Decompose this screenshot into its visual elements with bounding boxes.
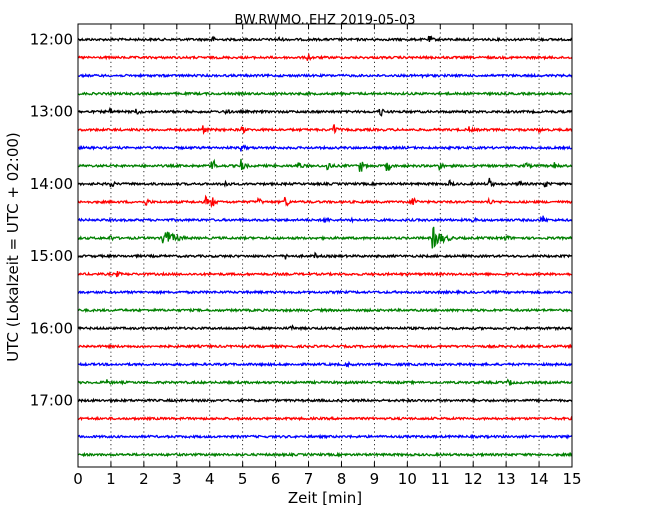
trace-1430 (77, 215, 573, 224)
trace-1400 (77, 177, 573, 188)
y-tick-label: 13:00 (30, 103, 73, 121)
seismogram-traces (77, 35, 573, 458)
trace-1415 (77, 194, 573, 209)
trace-1215 (77, 52, 573, 61)
x-tick-label: 2 (139, 470, 149, 488)
x-tick-label: 5 (238, 470, 248, 488)
trace-1315 (77, 124, 573, 136)
y-tick-label: 16:00 (30, 319, 73, 337)
chart-title: BW.RWMO..EHZ 2019-05-03 (234, 13, 415, 28)
trace-1600 (77, 324, 573, 332)
trace-1230 (77, 72, 573, 80)
trace-1545 (78, 307, 573, 314)
y-tick-label: 14:00 (30, 175, 73, 193)
trace-1500 (77, 251, 573, 260)
trace-1330 (77, 144, 573, 152)
trace-1445 (77, 226, 573, 249)
plot-frame (77, 23, 573, 468)
trace-1630 (77, 360, 573, 369)
x-tick-label: 1 (106, 470, 116, 488)
trace-1700 (77, 397, 573, 404)
x-axis-label: Zeit [min] (288, 489, 362, 507)
trace-1715 (77, 415, 573, 422)
y-tick-label: 15:00 (30, 247, 73, 265)
x-tick-label: 6 (271, 470, 281, 488)
x-tick-label: 4 (205, 470, 215, 488)
y-axis-ticks: 12:00 13:00 14:00 15:00 16:00 17:00 (30, 31, 572, 410)
trace-1345 (77, 158, 573, 172)
trace-1200 (77, 35, 573, 43)
x-tick-label: 3 (172, 470, 182, 488)
y-tick-label: 17:00 (30, 392, 73, 410)
trace-1645 (77, 378, 573, 386)
x-tick-label: 0 (73, 470, 83, 488)
y-tick-label: 12:00 (30, 31, 73, 49)
y-axis-label: UTC (Lokalzeit = UTC + 02:00) (4, 132, 22, 362)
trace-1730 (77, 433, 573, 440)
x-axis-ticks: 0 1 2 3 4 5 6 7 8 9 10 11 12 13 14 15 (73, 24, 582, 488)
trace-1615 (77, 343, 573, 350)
trace-1515 (77, 270, 573, 278)
x-tick-label: 14 (530, 470, 549, 488)
trace-1300 (77, 106, 573, 117)
x-tick-label: 12 (464, 470, 483, 488)
trace-1745 (77, 451, 573, 458)
x-tick-label: 11 (431, 470, 450, 488)
x-tick-label: 8 (337, 470, 347, 488)
trace-1245 (77, 90, 573, 97)
x-tick-label: 9 (370, 470, 380, 488)
x-tick-label: 13 (497, 470, 516, 488)
x-tick-label: 15 (562, 470, 581, 488)
trace-1530 (77, 289, 573, 296)
x-tick-label: 7 (304, 470, 314, 488)
x-tick-label: 10 (398, 470, 417, 488)
